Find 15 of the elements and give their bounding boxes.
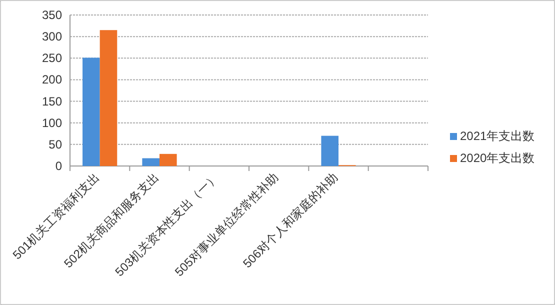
y-tick-label: 250: [42, 51, 62, 66]
bar: [321, 136, 338, 166]
y-tick-label: 300: [42, 30, 62, 44]
y-tick-label: 50: [48, 137, 62, 152]
y-tick-label: 200: [42, 72, 62, 87]
y-tick-label: 150: [42, 94, 62, 108]
y-tick-label: 0: [55, 159, 62, 173]
bar: [100, 30, 118, 166]
y-tick-label: 100: [42, 116, 62, 130]
bar: [142, 158, 160, 166]
legend-label: 2021年支出数: [460, 129, 535, 143]
y-tick-label: 350: [42, 8, 62, 22]
bar: [160, 154, 177, 166]
legend-label: 2020年支出数: [460, 151, 535, 165]
bar: [82, 58, 100, 166]
